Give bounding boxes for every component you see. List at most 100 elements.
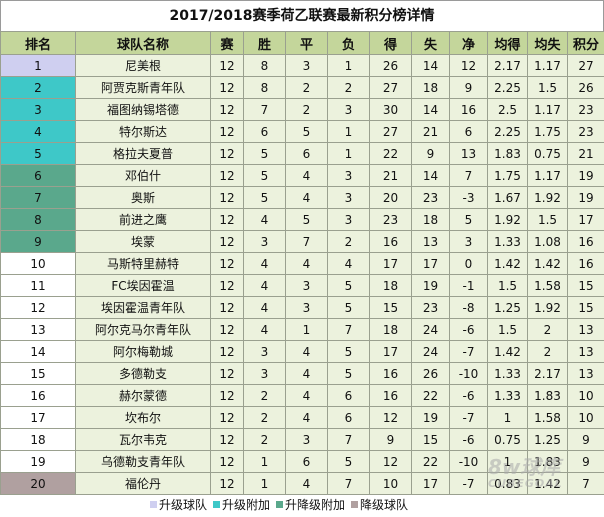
- points-cell: 26: [567, 76, 604, 99]
- goals-against-cell: 14: [411, 98, 450, 121]
- goal-diff-cell: 7: [449, 164, 488, 187]
- rank-cell: 17: [0, 406, 76, 429]
- drawn-cell: 5: [285, 120, 328, 143]
- goal-diff-cell: 0: [449, 252, 488, 275]
- won-cell: 2: [243, 406, 286, 429]
- avg-against-cell: 2: [527, 340, 568, 363]
- played-cell: 12: [210, 406, 244, 429]
- lost-cell: 3: [327, 98, 370, 121]
- avg-against-cell: 0.75: [527, 142, 568, 165]
- points-cell: 15: [567, 296, 604, 319]
- drawn-cell: 6: [285, 142, 328, 165]
- drawn-cell: 4: [285, 186, 328, 209]
- goal-diff-cell: -7: [449, 472, 488, 495]
- lost-cell: 6: [327, 384, 370, 407]
- won-cell: 1: [243, 472, 286, 495]
- goal-diff-cell: -1: [449, 274, 488, 297]
- points-cell: 9: [567, 428, 604, 451]
- team-name-cell: 瓦尔韦克: [75, 428, 211, 451]
- played-cell: 12: [210, 76, 244, 99]
- lost-cell: 5: [327, 450, 370, 473]
- table-row: 11 FC埃因霍温 12 4 3 5 18 19 -1 1.5 1.58 15: [0, 274, 604, 297]
- drawn-cell: 2: [285, 76, 328, 99]
- won-cell: 3: [243, 340, 286, 363]
- lost-cell: 1: [327, 54, 370, 77]
- played-cell: 12: [210, 362, 244, 385]
- avg-for-cell: 1.92: [487, 208, 528, 231]
- goals-against-cell: 18: [411, 208, 450, 231]
- won-cell: 6: [243, 120, 286, 143]
- goals-against-cell: 21: [411, 120, 450, 143]
- rank-cell: 14: [0, 340, 76, 363]
- drawn-cell: 4: [285, 252, 328, 275]
- legend-label: 升降级附加: [285, 498, 346, 512]
- points-cell: 27: [567, 54, 604, 77]
- team-name-cell: 邓伯什: [75, 164, 211, 187]
- rank-cell: 3: [0, 98, 76, 121]
- played-cell: 12: [210, 296, 244, 319]
- lost-cell: 2: [327, 76, 370, 99]
- avg-against-cell: 1.5: [527, 76, 568, 99]
- avg-for-cell: 2.17: [487, 54, 528, 77]
- points-cell: 13: [567, 340, 604, 363]
- won-cell: 8: [243, 76, 286, 99]
- goals-for-cell: 12: [369, 406, 412, 429]
- goal-diff-cell: 9: [449, 76, 488, 99]
- avg-for-cell: 1.75: [487, 164, 528, 187]
- goals-for-cell: 27: [369, 120, 412, 143]
- goals-for-cell: 18: [369, 318, 412, 341]
- table-row: 7 奥斯 12 5 4 3 20 23 -3 1.67 1.92 19: [0, 186, 604, 209]
- goals-for-cell: 16: [369, 384, 412, 407]
- goal-diff-cell: -10: [449, 450, 488, 473]
- table-row: 3 福图纳锡塔德 12 7 2 3 30 14 16 2.5 1.17 23: [0, 98, 604, 121]
- rank-cell: 7: [0, 186, 76, 209]
- goal-diff-cell: 16: [449, 98, 488, 121]
- avg-for-cell: 1.33: [487, 362, 528, 385]
- avg-against-cell: 1.5: [527, 208, 568, 231]
- goal-diff-cell: -7: [449, 340, 488, 363]
- table-row: 2 阿贾克斯青年队 12 8 2 2 27 18 9 2.25 1.5 26: [0, 76, 604, 99]
- team-name-cell: 阿尔梅勒城: [75, 340, 211, 363]
- avg-for-cell: 0.75: [487, 428, 528, 451]
- goals-for-cell: 16: [369, 362, 412, 385]
- legend-swatch: [351, 501, 359, 508]
- rank-cell: 12: [0, 296, 76, 319]
- points-cell: 10: [567, 384, 604, 407]
- goals-for-cell: 30: [369, 98, 412, 121]
- avg-against-cell: 1.25: [527, 428, 568, 451]
- points-cell: 13: [567, 362, 604, 385]
- avg-against-cell: 1.92: [527, 296, 568, 319]
- legend-item-promoted: 升级球队: [150, 496, 207, 513]
- lost-cell: 3: [327, 164, 370, 187]
- lost-cell: 5: [327, 296, 370, 319]
- rank-cell: 20: [0, 472, 76, 495]
- goal-diff-cell: 3: [449, 230, 488, 253]
- avg-against-cell: 2: [527, 318, 568, 341]
- team-name-cell: 乌德勒支青年队: [75, 450, 211, 473]
- lost-cell: 5: [327, 340, 370, 363]
- rank-cell: 8: [0, 208, 76, 231]
- played-cell: 12: [210, 142, 244, 165]
- goals-against-cell: 24: [411, 318, 450, 341]
- played-cell: 12: [210, 120, 244, 143]
- won-cell: 7: [243, 98, 286, 121]
- goals-against-cell: 17: [411, 252, 450, 275]
- team-name-cell: 阿尔克马尔青年队: [75, 318, 211, 341]
- rank-cell: 13: [0, 318, 76, 341]
- goals-against-cell: 19: [411, 274, 450, 297]
- avg-for-cell: 2.25: [487, 120, 528, 143]
- legend-swatch: [213, 501, 221, 508]
- col-lost-header: 负: [327, 31, 370, 55]
- drawn-cell: 2: [285, 98, 328, 121]
- points-cell: 9: [567, 450, 604, 473]
- goal-diff-cell: -6: [449, 318, 488, 341]
- won-cell: 3: [243, 230, 286, 253]
- played-cell: 12: [210, 428, 244, 451]
- table-row: 20 福伦丹 12 1 4 7 10 17 -7 0.83 1.42 7: [0, 472, 604, 495]
- avg-for-cell: 1.5: [487, 274, 528, 297]
- played-cell: 12: [210, 274, 244, 297]
- avg-for-cell: 1.83: [487, 142, 528, 165]
- table-row: 1 尼美根 12 8 3 1 26 14 12 2.17 1.17 27: [0, 54, 604, 77]
- table-row: 12 埃因霍温青年队 12 4 3 5 15 23 -8 1.25 1.92 15: [0, 296, 604, 319]
- won-cell: 4: [243, 296, 286, 319]
